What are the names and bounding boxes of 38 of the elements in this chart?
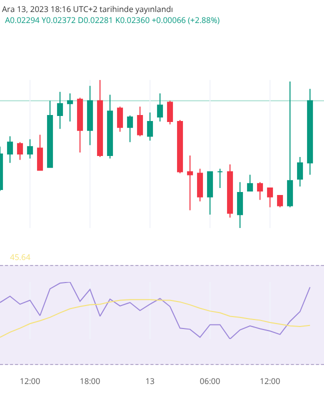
candlestick (217, 168, 223, 189)
candlestick (297, 156, 303, 188)
x-tick-label: 12:00 (20, 376, 41, 387)
candlestick (197, 168, 203, 202)
x-tick-label: 13 (145, 376, 155, 387)
text: A0.02294 Y0.02372 D0.02281 K0.02360 +0.00066 (+2.88%) (5, 15, 220, 26)
candlestick (7, 136, 13, 164)
x-tick-label: 06:00 (200, 376, 221, 387)
candlestick (127, 115, 133, 143)
candlestick (107, 94, 113, 159)
candlestick (307, 88, 313, 176)
candlestick (207, 171, 213, 216)
candlestick (97, 80, 103, 158)
candlestick (137, 106, 143, 137)
candlestick (77, 97, 83, 154)
candlestick (187, 154, 193, 211)
candlestick (247, 174, 253, 192)
candlestick (37, 134, 43, 171)
x-tick-label: 18:00 (80, 376, 101, 387)
candlestick (27, 138, 33, 159)
text: 45.64 (10, 252, 31, 263)
candlestick (267, 188, 273, 208)
candlestick (147, 112, 153, 142)
candlestick (117, 106, 123, 132)
candlestick (167, 100, 173, 125)
candlestick (57, 91, 63, 130)
candlestick (277, 194, 283, 208)
candlestick (287, 80, 293, 208)
candlestick (67, 92, 73, 122)
x-tick-label: 12:00 (260, 376, 281, 387)
candlestick (17, 142, 23, 160)
candlestick (237, 182, 243, 228)
candlestick (157, 92, 163, 122)
candlestick (47, 100, 53, 168)
candlestick (177, 119, 183, 174)
candlestick (227, 164, 233, 218)
candlestick (257, 182, 263, 200)
chart-subtitle: Ara 13, 2023 18:16 UTC+2 tarihinde yayınlandı (2, 4, 174, 15)
